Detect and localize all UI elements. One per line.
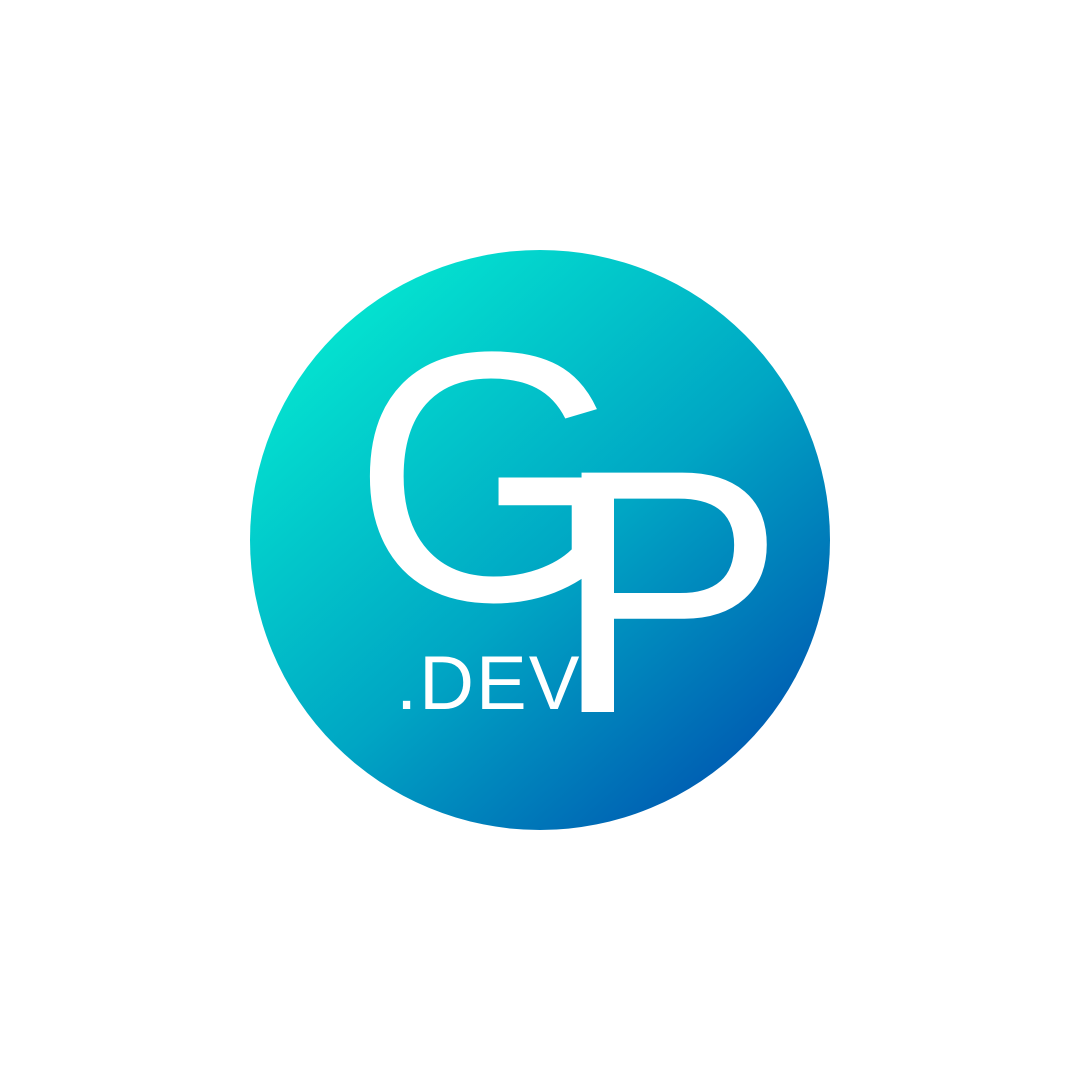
monogram-g: G	[352, 279, 629, 676]
monogram-p: P	[553, 397, 785, 786]
logo-suffix: .DEV	[396, 641, 581, 726]
logo-circle	[250, 250, 830, 830]
